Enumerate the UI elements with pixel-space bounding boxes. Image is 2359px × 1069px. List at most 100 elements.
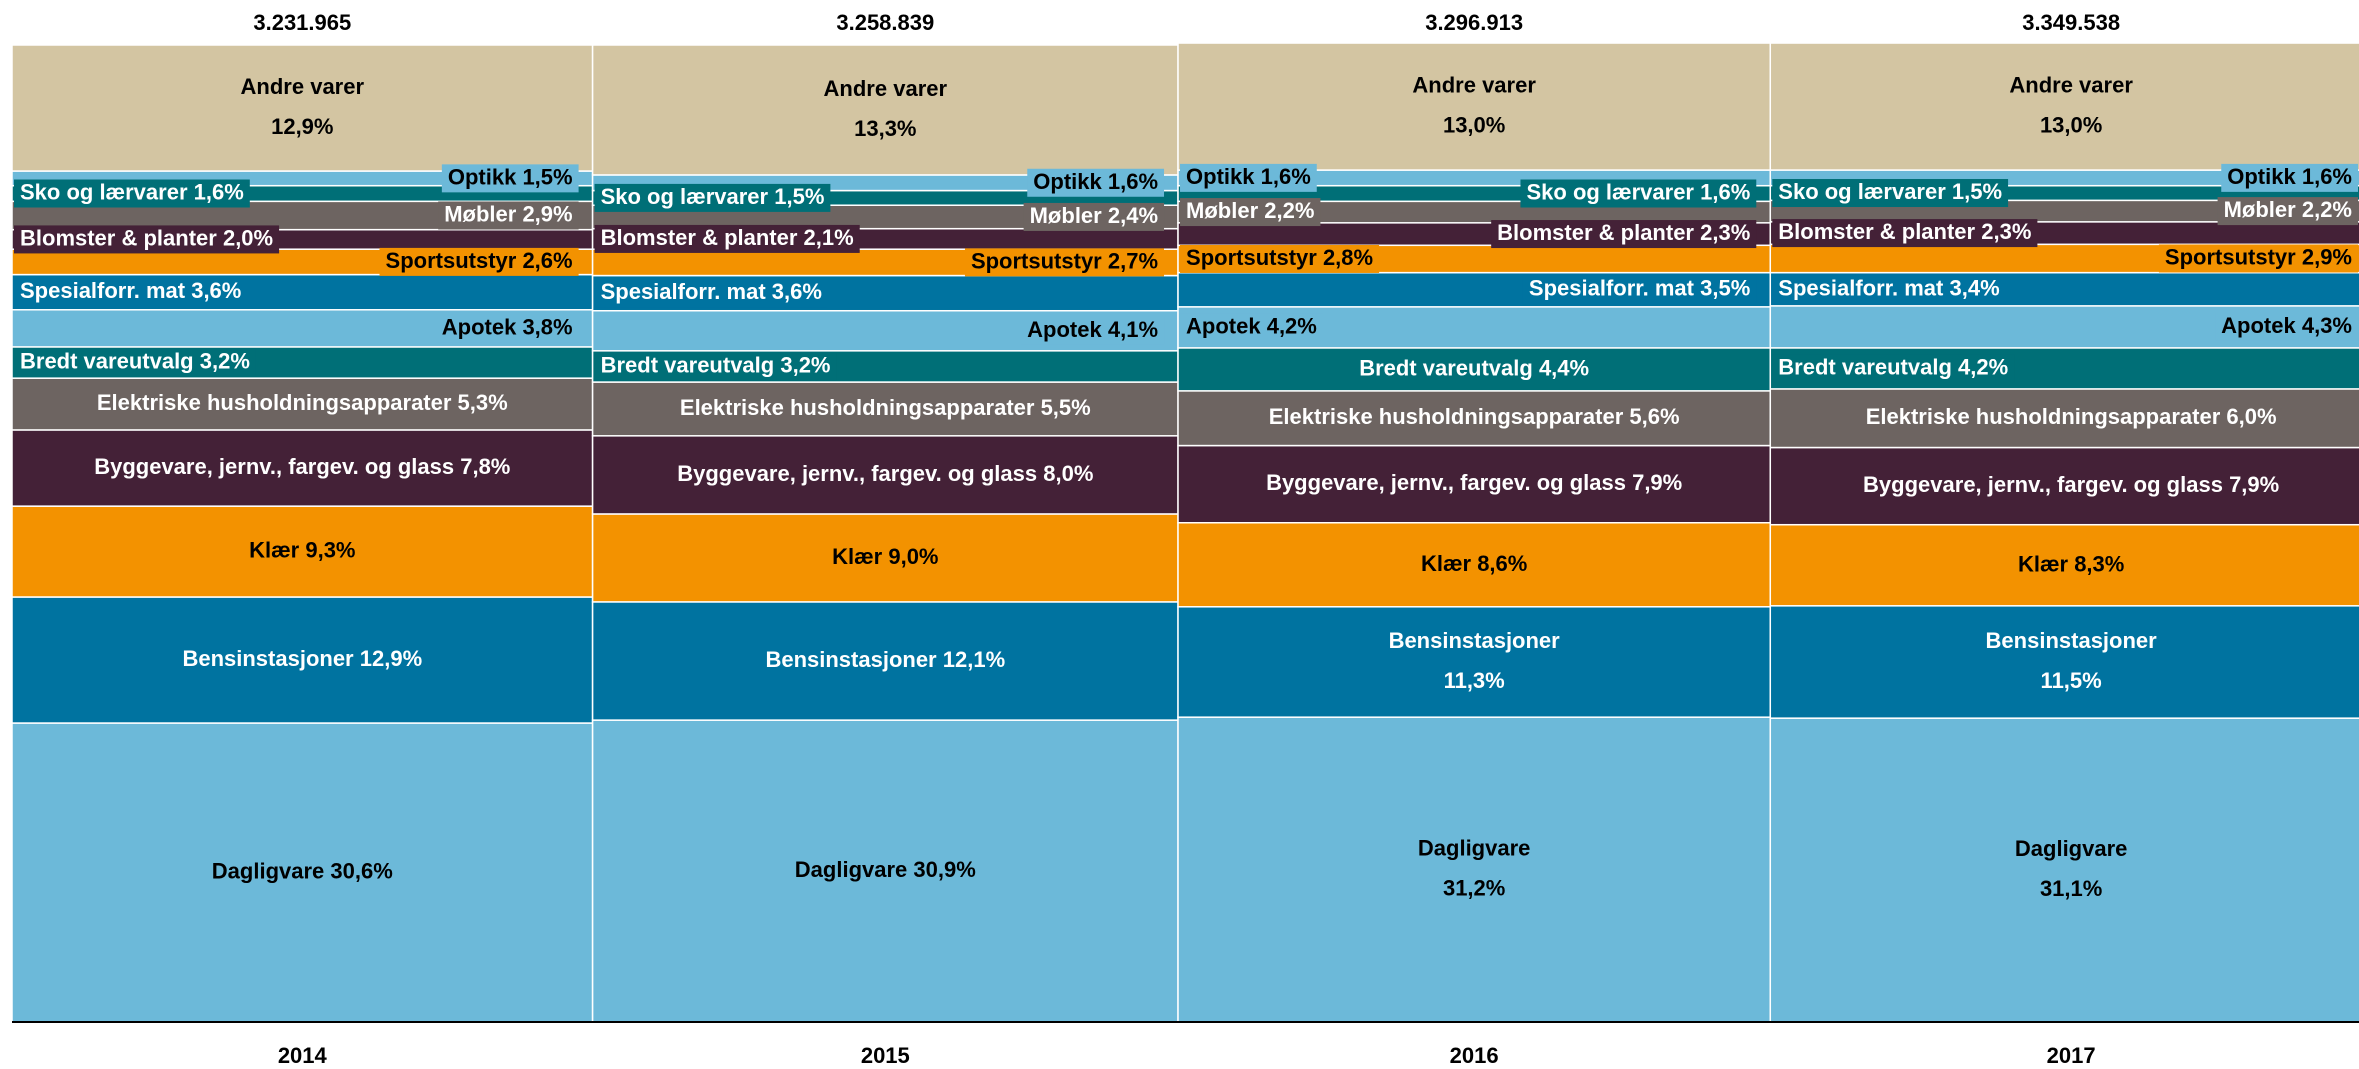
segment-value: 3,5% [1700, 276, 1750, 301]
segment-value: 2,8% [1323, 245, 1373, 270]
segment-name: Sko og lærvarer [1526, 179, 1694, 204]
segment-value: 2,3% [1981, 219, 2031, 244]
segment-label: Dagligvare 31,1% [2015, 836, 2128, 901]
segment-value: 5,6% [1629, 404, 1679, 429]
segment [1769, 717, 2359, 1023]
segment-label: Klær 9,0% [832, 544, 938, 569]
segment-label: Apotek 4,1% [1027, 317, 1158, 342]
segment-value: 12,9% [271, 114, 333, 139]
callout-box [379, 247, 579, 276]
segment-label: Klær 8,3% [2018, 551, 2124, 576]
segment [11, 429, 594, 507]
segment-value: 1,6% [2302, 164, 2352, 189]
segment [1177, 42, 1772, 171]
segment-value: 2,0% [223, 225, 273, 250]
segment-name: Dagligvare [2015, 836, 2128, 861]
segment-label: Bensinstasjoner 11,5% [1986, 628, 2158, 693]
segment-name: Sportsutstyr [386, 248, 517, 273]
callout-box [2221, 163, 2358, 192]
segment-label: Sko og lærvarer 1,6% [1526, 179, 1750, 204]
segment-value: 1,5% [522, 164, 572, 189]
segment-label: Klær 8,6% [1421, 551, 1527, 576]
segment-callout: Blomster & planter 2,1% [594, 225, 860, 253]
segment-value: 4,2% [1958, 354, 2008, 379]
segment-label: Sko og lærvarer 1,5% [1778, 179, 2002, 204]
segment-label: Apotek 3,8% [442, 314, 573, 339]
segment-label: Bredt vareutvalg 4,2% [1778, 354, 2008, 379]
segment-label: Dagligvare 30,9% [795, 857, 976, 882]
segment-name: Klær [832, 544, 883, 569]
segment-callout: Sko og lærvarer 1,5% [594, 183, 831, 212]
segment-label: Elektriske husholdningsapparater 5,3% [97, 390, 508, 415]
segment-name: Møbler [444, 201, 517, 226]
segment-name: Dagligvare [795, 857, 908, 882]
segment-name: Byggevare, jernv., fargev. og glass [1863, 472, 2223, 497]
segment-name: Sko og lærvarer [601, 184, 769, 209]
segment [1177, 444, 1772, 524]
segment-label: Andre varer 13,0% [1412, 72, 1536, 137]
segment-callout: Bredt vareutvalg 4,2% [1772, 354, 2015, 383]
segment-name: Byggevare, jernv., fargev. og glass [94, 454, 454, 479]
segment-name: Sportsutstyr [971, 248, 1102, 273]
segment-label: Byggevare, jernv., fargev. og glass 7,8% [94, 454, 510, 479]
segment-label: Byggevare, jernv., fargev. og glass 7,9% [1266, 470, 1682, 495]
segment-name: Andre varer [1412, 72, 1536, 97]
callout-box [2158, 244, 2358, 273]
callout-box [1772, 354, 2015, 383]
segment [591, 719, 1179, 1023]
segment-label: Apotek 4,2% [1186, 313, 1317, 338]
segment [591, 381, 1179, 437]
segment-value: 2,9% [2302, 244, 2352, 269]
segment-label: Blomster & planter 2,3% [1778, 219, 2031, 244]
total-label: 3.258.839 [836, 10, 934, 35]
segment-name: Sko og lærvarer [1778, 179, 1946, 204]
segment-name: Blomster & planter [1778, 219, 1975, 244]
segment-name: Sportsutstyr [1186, 245, 1317, 270]
segment-label: Sportsutstyr 2,6% [386, 248, 573, 273]
callout-box [594, 183, 831, 212]
segment-name: Bredt vareutvalg [601, 352, 775, 377]
segment-value: 2,2% [1264, 198, 1314, 223]
callout-box [435, 314, 579, 343]
segment-name: Blomster & planter [20, 225, 217, 250]
segment-name: Bensinstasjoner [182, 646, 354, 671]
segment-value: 30,9% [913, 857, 975, 882]
segment-name: Elektriske husholdningsapparater [680, 395, 1035, 420]
segment-callout: Møbler 2,2% [2217, 197, 2358, 226]
segment-value: 31,1% [2040, 876, 2102, 901]
segment-value: 13,0% [1443, 112, 1505, 137]
segment-value: 4,4% [1539, 355, 1589, 380]
segment-name: Klær [249, 537, 300, 562]
segment-name: Klær [2018, 551, 2069, 576]
segment-name: Elektriske husholdningsapparater [1866, 404, 2221, 429]
total-label: 3.296.913 [1425, 10, 1523, 35]
segment-callout: Blomster & planter 2,0% [14, 225, 280, 254]
segment-label: Optikk 1,5% [448, 164, 573, 189]
segment-value: 7,9% [2229, 472, 2279, 497]
segment-value: 4,2% [1267, 313, 1317, 338]
segment-name: Klær [1421, 551, 1472, 576]
x-tick-label: 2017 [2047, 1043, 2096, 1068]
segment-label: Møbler 2,4% [1030, 203, 1158, 228]
segment-callout: Møbler 2,4% [1023, 202, 1165, 231]
segment-callout: Spesialforr. mat 3,5% [1522, 276, 1757, 304]
segment-label: Optikk 1,6% [1186, 164, 1311, 189]
segment-label: Apotek 4,3% [2221, 313, 2352, 338]
segment-value: 11,3% [1444, 668, 1505, 693]
segment-callout: Bredt vareutvalg 3,2% [14, 348, 256, 377]
segment-name: Spesialforr. mat [1778, 275, 1944, 300]
segment-value: 13,3% [854, 116, 916, 141]
callout-box [1023, 202, 1165, 231]
segment-label: Møbler 2,2% [2224, 197, 2352, 222]
segment-value: 5,5% [1041, 395, 1091, 420]
segment-callout: Sko og lærvarer 1,5% [1772, 179, 2009, 208]
segment-name: Møbler [2224, 197, 2297, 222]
segment-label: Bensinstasjoner 12,9% [182, 646, 422, 671]
segment-label: Spesialforr. mat 3,6% [20, 278, 241, 303]
segment [591, 513, 1179, 603]
segment-callout: Møbler 2,9% [438, 201, 579, 230]
total-label: 3.349.538 [2022, 10, 2120, 35]
segment-label: Spesialforr. mat 3,6% [601, 279, 822, 304]
